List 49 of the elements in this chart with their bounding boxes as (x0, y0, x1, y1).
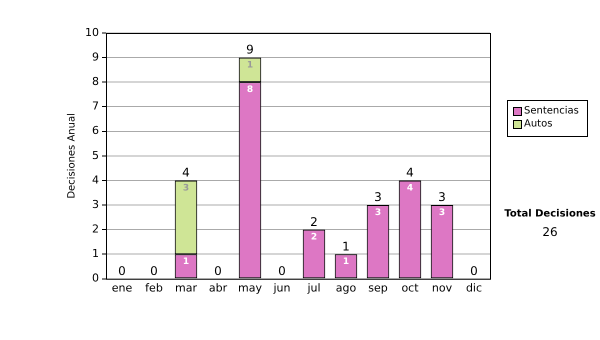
total-label: 1 (342, 239, 350, 254)
data-label: 3 (182, 183, 190, 194)
x-tick-label: nov (432, 281, 453, 294)
y-tick-label: 7 (92, 100, 99, 113)
x-tick-label: feb (145, 281, 163, 294)
x-tick-label: sep (368, 281, 388, 294)
x-tick-label: jul (306, 281, 321, 294)
legend-label: Sentencias (524, 106, 579, 117)
total-label: 0 (118, 264, 126, 278)
x-tick-label: may (238, 281, 262, 294)
y-tick-label: 10 (84, 26, 99, 39)
x-tick-label: oct (401, 281, 420, 294)
total-label: 0 (150, 264, 158, 278)
x-tick-label: mar (175, 281, 198, 294)
data-label: 1 (182, 257, 190, 268)
y-tick-label: 9 (92, 50, 99, 64)
x-tick-label: ago (336, 281, 356, 294)
total-label: 4 (182, 166, 190, 180)
total-label: 3 (374, 190, 382, 204)
total-label: 0 (470, 264, 478, 278)
y-tick-label: 3 (92, 198, 99, 211)
text: 26 (542, 225, 558, 240)
total-label: 0 (214, 264, 222, 278)
x-tick-label: jun (272, 281, 291, 294)
y-tick-label: 8 (92, 75, 99, 88)
total-label: 3 (438, 190, 446, 204)
data-label: 3 (438, 208, 446, 218)
y-tick-label: 0 (92, 272, 99, 285)
data-label: 2 (310, 232, 318, 242)
y-tick-label: 5 (92, 148, 99, 162)
data-label: 8 (246, 85, 254, 96)
total-label: 0 (278, 264, 286, 278)
data-label: 1 (246, 60, 254, 70)
y-tick-label: 4 (92, 173, 99, 186)
total-label: 4 (406, 166, 414, 180)
x-tick-label: abr (208, 281, 228, 294)
y-tick-label: 6 (92, 124, 99, 138)
data-label: 1 (342, 257, 350, 268)
legend-label: Autos (524, 118, 552, 130)
y-tick-label: 2 (92, 222, 99, 236)
text: Total Decisiones (504, 208, 596, 220)
x-tick-label: ene (112, 281, 132, 294)
data-label: 4 (406, 183, 414, 194)
total-label: 2 (310, 214, 318, 229)
data-label: 3 (374, 208, 382, 218)
y-axis-title: Decisiones Anual (66, 113, 78, 199)
y-tick-label: 1 (92, 247, 99, 260)
total-label: 9 (246, 42, 254, 57)
x-tick-label: dic (466, 281, 482, 294)
